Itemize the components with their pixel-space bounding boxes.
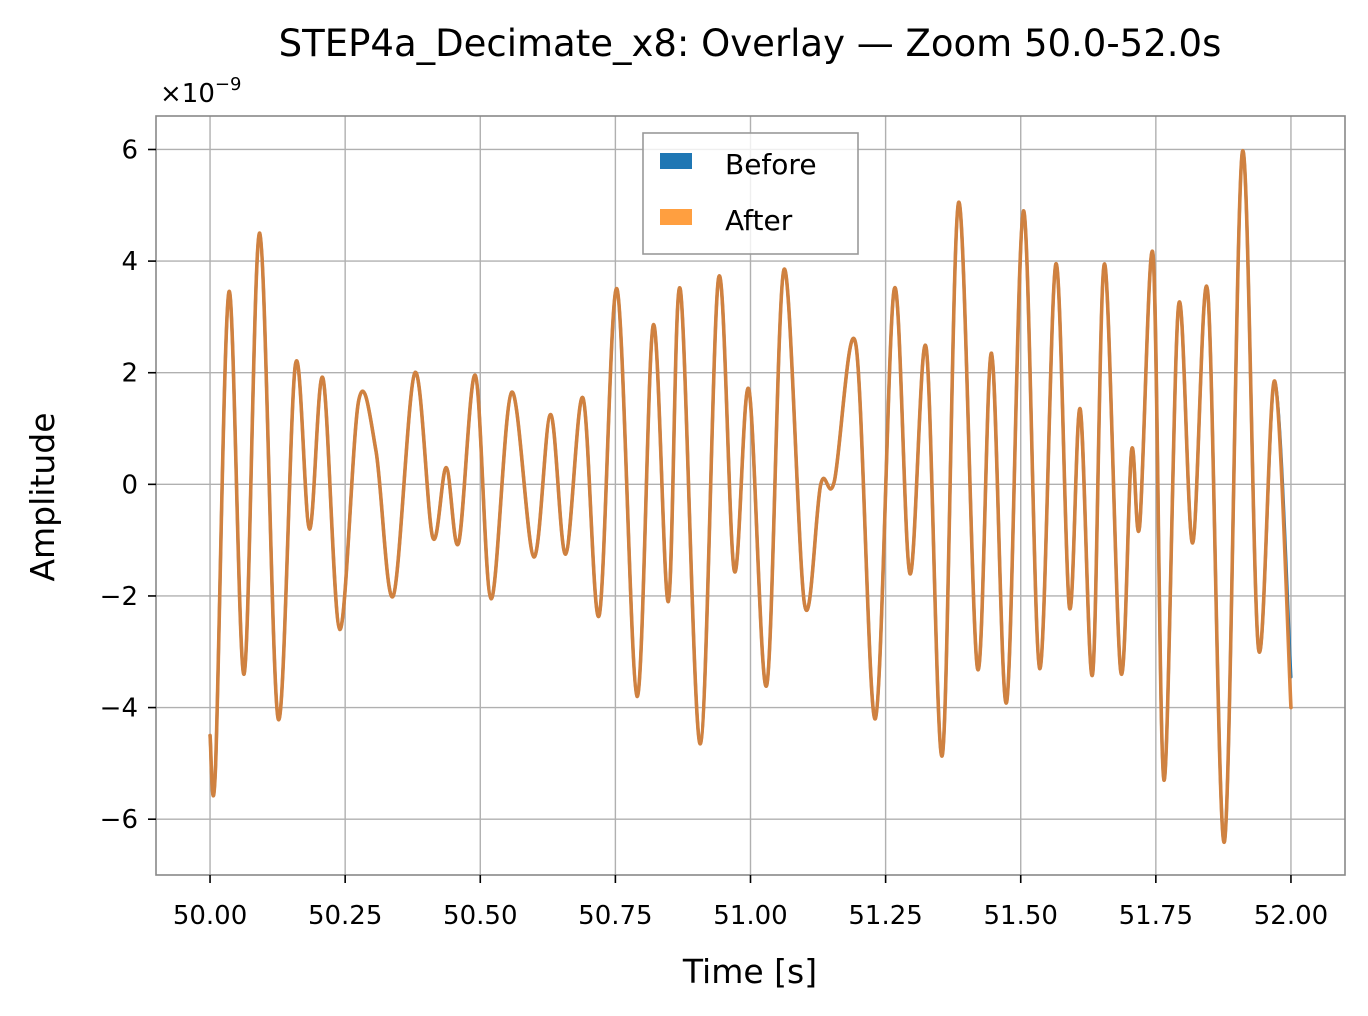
legend-label-before: Before [725,148,817,181]
y-axis-label: Amplitude [23,412,62,581]
y-tick-label: −6 [100,805,138,835]
legend-swatch-before [660,153,692,169]
x-tick-label: 50.50 [443,901,517,931]
axis-ticks: 50.00 50.25 50.50 50.75 51.00 51.25 51.50 51.75… [100,135,1329,931]
x-tick-label: 50.75 [578,901,652,931]
x-tick-label: 51.25 [848,901,922,931]
x-tick-label: 51.50 [984,901,1058,931]
series-lines [208,149,1293,844]
x-tick-label: 52.00 [1254,901,1328,931]
y-tick-label: −2 [100,582,138,612]
x-tick-label: 51.75 [1119,901,1193,931]
y-scale-multiplier: ×10 [160,79,215,109]
y-tick-label: 2 [121,359,138,389]
y-scale-exponent: −9 [215,74,242,95]
legend-label-after: After [725,204,793,237]
y-tick-label: 6 [121,135,138,165]
series-line-after [208,149,1293,844]
chart-title: STEP4a_Decimate_x8: Overlay — Zoom 50.0-… [279,22,1222,65]
y-tick-label: 4 [121,247,138,277]
x-tick-label: 51.00 [713,901,787,931]
y-tick-label: −4 [100,694,138,724]
x-tick-label: 50.00 [173,901,247,931]
y-scale-offset-label: ×10−9 [160,74,241,109]
x-tick-label: 50.25 [308,901,382,931]
x-axis-label: Time [s] [682,952,817,991]
legend: Before After [642,132,859,255]
y-tick-label: 0 [121,470,138,500]
legend-swatch-after [660,209,692,225]
